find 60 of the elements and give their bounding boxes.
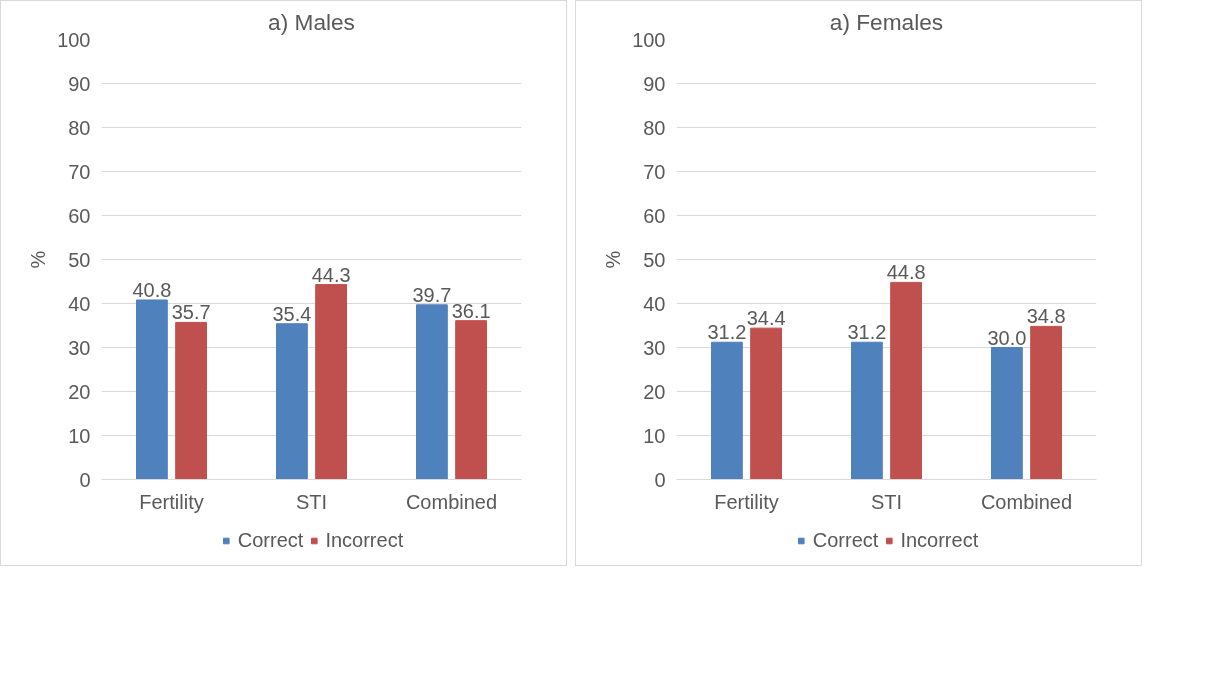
legend-label: Correct [812,528,879,552]
y-tick-label: 10 [68,424,91,447]
y-tick-label: 20 [68,380,91,403]
bar [1030,325,1062,480]
data-label: 44.3 [311,263,351,286]
data-label: 31.2 [707,321,747,344]
bar [276,323,308,480]
y-tick-label: 0 [654,468,666,491]
x-tick-label: Fertility [714,490,779,513]
y-tick-label: 30 [68,336,91,359]
y-tick-label: 30 [643,336,666,359]
y-tick-label: 90 [643,72,666,95]
bar [175,321,207,480]
y-tick-label: 10 [643,424,666,447]
legend-label: Incorrect [325,528,404,552]
bar [890,281,922,480]
x-tick-label: Fertility [139,490,204,513]
data-label: 31.2 [847,321,887,344]
data-label: 36.1 [451,299,491,322]
x-tick-label: STI [295,490,328,513]
bar [416,304,448,480]
data-label: 35.4 [272,302,312,325]
y-tick-label: 0 [79,468,91,491]
y-tick-label: 40 [643,292,666,315]
chart-title: a) Males [268,8,355,35]
y-tick-label: 60 [68,204,91,227]
bar [991,347,1023,480]
x-tick-label: Combined [405,490,498,513]
y-tick-label: 50 [643,248,666,271]
y-tick-label: 70 [643,160,666,183]
y-tick-label: 100 [632,28,666,51]
data-label: 30.0 [987,326,1027,349]
data-label: 39.7 [412,283,452,306]
bar [750,327,782,480]
bar [711,341,743,480]
y-tick-label: 20 [643,380,666,403]
y-tick-label: 90 [68,72,91,95]
y-tick-label: 40 [68,292,91,315]
data-label: 35.7 [171,301,211,324]
x-tick-label: STI [870,490,903,513]
data-label: 44.8 [886,261,926,284]
data-label: 40.8 [132,278,172,301]
y-tick-label: 80 [643,116,666,139]
y-tick-label: 80 [68,116,91,139]
bar [315,284,347,480]
bar [136,299,168,480]
y-tick-label: 70 [68,160,91,183]
y-tick-label: 100 [57,28,91,51]
legend-label: Correct [237,528,304,552]
y-tick-label: 60 [643,204,666,227]
chart-title: a) Females [829,8,944,35]
bar [455,320,487,480]
bar [851,341,883,480]
x-tick-label: Combined [980,490,1073,513]
y-tick-label: 50 [68,248,91,271]
data-label: 34.4 [746,307,786,330]
legend-label: Incorrect [900,528,979,552]
data-label: 34.8 [1026,305,1066,328]
y-axis-title: % [602,250,625,269]
y-axis-title: % [27,250,50,269]
